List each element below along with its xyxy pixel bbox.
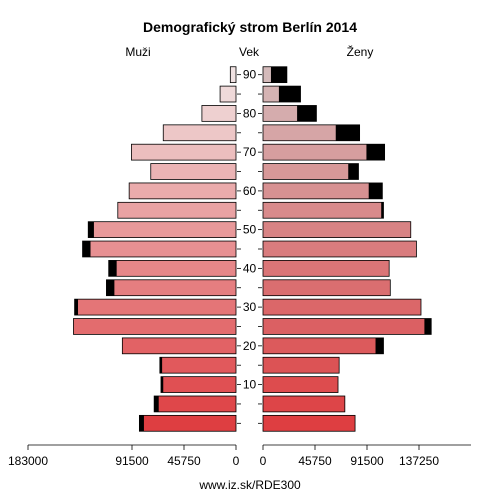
female-bar-40-44 [262,260,390,277]
female-axis-tick-label: 45750 [298,454,332,468]
female-bar-excess-85-89 [278,86,301,102]
female-bar-excess-55-59 [381,202,384,219]
male-bars [73,66,237,432]
age-tick-label: 70 [243,145,257,159]
female-bar-10-14 [262,376,339,393]
female-axis-tick-label: 137250 [399,454,439,468]
age-tick-label: 10 [243,378,257,392]
male-bar-35-39 [106,279,237,297]
female-bar-20-24 [262,337,384,355]
male-bar-excess-35-39 [106,279,115,296]
age-tick-label: 80 [243,106,257,120]
male-axis-tick-label: 91500 [115,454,149,468]
male-bar-30-34 [74,298,237,316]
female-bar-15-19 [262,356,340,374]
male-bar-excess-0-4 [139,415,144,432]
age-tick-label: 60 [243,184,257,198]
age-axis-label: Vek [239,45,260,59]
male-bar-0-4 [138,414,237,432]
female-bar-excess-60-64 [368,182,383,199]
age-axis: 10 20 30 40 50 60 70 80 90 [237,68,262,424]
male-bar-65-69 [150,163,237,180]
male-bar-excess-5-9 [154,396,159,412]
male-bar-50-54 [87,221,237,238]
male-bar-excess-30-34 [74,299,79,316]
male-bar-55-59 [117,201,237,219]
source-footer: www.iz.sk/RDE300 [198,478,301,492]
female-bar-70-74 [262,143,386,161]
female-axis-tick-label: 0 [260,454,267,468]
female-bar-excess-80-84 [297,105,317,122]
female-bar-5-9 [262,395,346,413]
female-axis-tick-label: 91500 [350,454,384,468]
female-bar-0-4 [262,414,356,432]
age-tick-label: 90 [243,68,257,82]
chart-title: Demografický strom Berlín 2014 [143,19,357,35]
female-side-label: Ženy [347,44,374,59]
population-axes: 183000 91500 45750 0 0 45750 91500 137250 [8,444,471,468]
male-bar-40-44 [108,260,237,277]
female-bar-60-64 [262,182,383,200]
male-bar-15-19 [159,356,237,374]
female-bar-excess-70-74 [366,144,385,161]
female-bar-45-49 [262,240,417,258]
male-axis-tick-label: 45750 [167,454,201,468]
female-bar-30-34 [262,298,422,316]
female-bar-excess-20-24 [375,337,384,354]
age-tick-label: 40 [243,261,257,275]
male-bar-60-64 [128,182,237,200]
female-bar-55-59 [262,201,384,219]
male-bar-45-49 [82,240,237,258]
male-bar-excess-15-19 [159,357,163,374]
male-bar-5-9 [153,395,237,413]
female-bar-excess-65-69 [348,163,359,180]
male-bar-75-79 [162,124,237,142]
male-axis-tick-label: 183000 [8,454,48,468]
female-bar-35-39 [262,279,391,297]
male-bar-85-89 [219,85,237,103]
age-tick-label: 20 [243,339,257,353]
female-bar-50-54 [262,221,412,238]
male-bar-90+ [229,66,237,84]
female-bar-25-29 [262,318,432,335]
male-bar-10-14 [160,376,237,393]
age-tick-label: 30 [243,300,257,314]
age-tick-label: 50 [243,223,257,237]
male-axis-tick-label: 0 [233,454,240,468]
male-bar-excess-45-49 [82,241,91,257]
male-bar-excess-10-14 [160,376,164,393]
male-bar-excess-50-54 [88,221,94,238]
female-bar-65-69 [262,163,359,180]
female-bar-excess-25-29 [424,318,432,335]
male-side-label: Muži [125,45,150,59]
male-bar-80-84 [201,105,237,122]
male-bar-excess-40-44 [108,260,117,277]
male-bar-20-24 [121,337,237,355]
male-bar-70-74 [131,143,237,161]
female-bar-excess-75-79 [335,124,360,141]
male-bar-25-29 [73,318,237,335]
female-bar-excess-90+ [270,66,287,83]
female-bars [262,66,432,432]
